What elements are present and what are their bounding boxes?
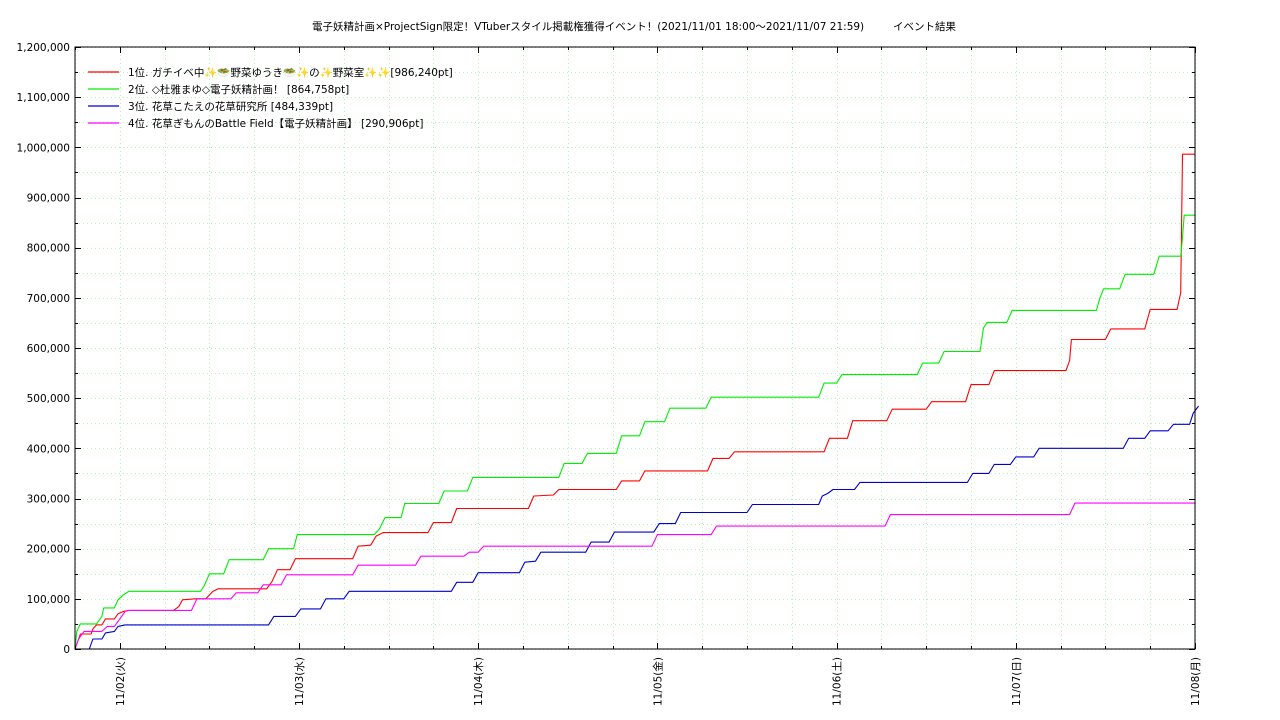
y-tick-label: 0 <box>63 644 70 656</box>
x-tick-label: 11/05(金) <box>651 657 664 706</box>
series-line-2 <box>74 214 1195 650</box>
y-tick-label: 400,000 <box>27 443 70 455</box>
series-line-3 <box>75 405 1200 650</box>
y-tick-label: 200,000 <box>27 544 70 556</box>
axis-ticks <box>75 47 1196 650</box>
x-tick-label: 11/07(日) <box>1011 657 1023 706</box>
series-line-4 <box>74 502 1195 650</box>
x-axis-tick-labels: 11/02(火) 11/03(水) 11/04(木) 11/05(金) 11/06(土)… <box>115 657 1202 706</box>
legend-label-3: 3位. 花草こたえの花草研究所 [484,339pt] <box>128 100 333 113</box>
y-axis-tick-labels: 0 100,000 200,000 300,000 400,000 500,000 600,… <box>17 42 70 656</box>
grid <box>75 47 1196 650</box>
x-tick-label: 11/06(土) <box>831 657 844 706</box>
y-tick-label: 300,000 <box>27 494 70 506</box>
legend: 1位. ガチイベ中✨🥗野菜ゆうき🥗✨の✨野菜室✨✨[986,240pt] 2位. … <box>88 66 453 130</box>
x-tick-label: 11/02(火) <box>115 657 127 706</box>
chart-subtitle: イベント結果 <box>893 20 956 33</box>
chart-title: 電子妖精計画×ProjectSign限定！VTuberスタイル掲載権獲得イベント… <box>312 20 864 33</box>
legend-label-4: 4位. 花草ぎもんのBattle Field【電子妖精計画】 [290,906p… <box>128 117 423 130</box>
x-tick-label: 11/04(木) <box>473 657 485 706</box>
y-tick-label: 100,000 <box>27 594 70 606</box>
legend-label-2: 2位. ◇杜雅まゆ◇電子妖精計画！ [864,758pt] <box>128 83 349 96</box>
y-tick-label: 800,000 <box>27 243 70 255</box>
y-tick-label: 600,000 <box>27 343 70 355</box>
y-tick-label: 500,000 <box>27 393 70 405</box>
legend-label-1: 1位. ガチイベ中✨🥗野菜ゆうき🥗✨の✨野菜室✨✨[986,240pt] <box>128 66 453 79</box>
y-tick-label: 1,100,000 <box>17 92 70 104</box>
y-tick-label: 900,000 <box>27 193 70 205</box>
series-lines <box>74 153 1200 650</box>
y-tick-label: 1,200,000 <box>17 42 70 54</box>
y-tick-label: 700,000 <box>27 293 70 305</box>
y-tick-label: 1,000,000 <box>17 142 70 154</box>
x-tick-label: 11/03(水) <box>294 657 306 706</box>
x-tick-label: 11/08(月) <box>1190 657 1202 706</box>
